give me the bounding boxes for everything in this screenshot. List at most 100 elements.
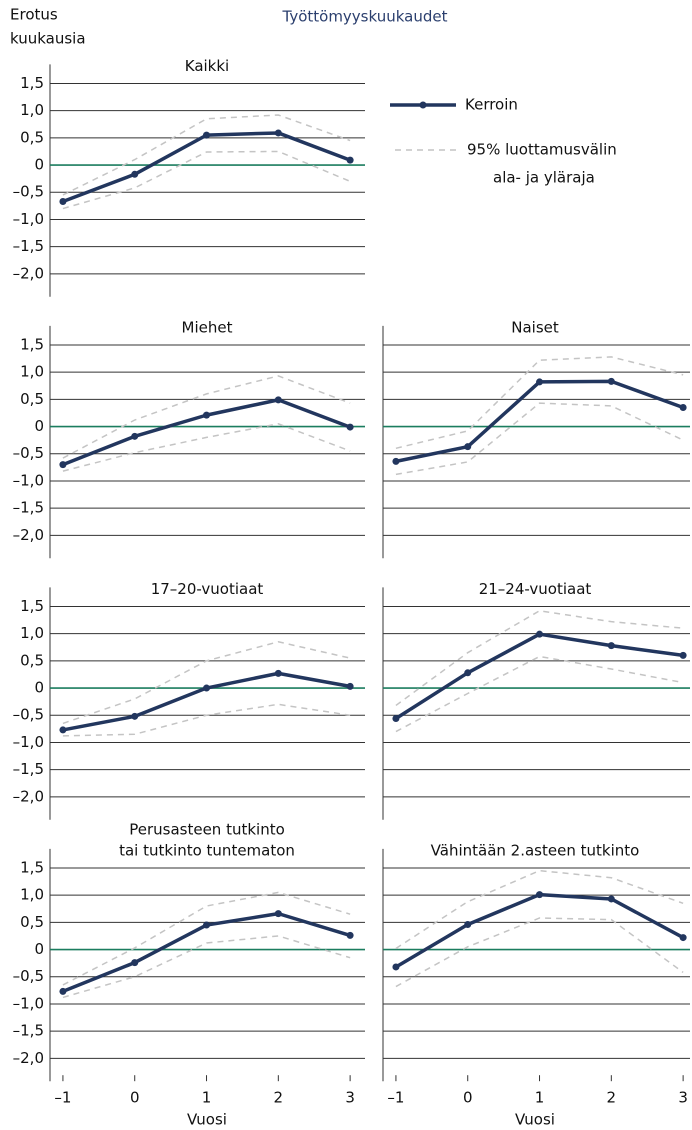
coefficient-point (536, 630, 544, 638)
x-tick-label: –1 (54, 1089, 71, 1107)
coefficient-point (203, 411, 211, 419)
y-tick-label: 1,5 (20, 335, 44, 353)
coefficient-line (395, 379, 684, 464)
ci-upper (62, 114, 351, 196)
coefficient-point (203, 131, 211, 139)
y-tick-label: –2,0 (13, 1049, 44, 1067)
ci-lower (395, 655, 684, 733)
panel-title: 21–24-vuotiaat (479, 580, 592, 598)
coefficient-point (679, 934, 687, 942)
coefficient-point (464, 921, 472, 929)
x-tick-label: 3 (678, 1089, 688, 1107)
coefficient-point (536, 891, 544, 899)
x-tick-label: 0 (463, 1089, 473, 1107)
coefficient-point (203, 684, 211, 692)
y-tick-label: –1,5 (13, 499, 44, 517)
coefficient-point (346, 423, 354, 431)
ci-lower (62, 935, 351, 999)
panel-title: Perusasteen tutkinto (129, 820, 285, 838)
coefficient-point (607, 642, 615, 650)
y-tick-label: 1,0 (20, 624, 44, 642)
y-tick-label: –1,5 (13, 237, 44, 255)
figure-title: Työttömyyskuukaudet (282, 8, 448, 26)
coefficient-point (464, 669, 472, 677)
y-tick-label: 0,5 (20, 913, 44, 931)
ci-upper (395, 610, 684, 707)
ci-lower (395, 917, 684, 988)
y-tick-label: –1,0 (13, 210, 44, 228)
y-tick-label: 0,5 (20, 390, 44, 408)
y-tick-label: 1,5 (20, 858, 44, 876)
ci-upper (395, 869, 684, 950)
y-tick-label: –0,5 (13, 444, 44, 462)
coefficient-point (536, 378, 544, 386)
ci-upper (395, 356, 684, 450)
coefficient-point (274, 669, 282, 677)
coefficient-point (274, 910, 282, 918)
y-tick-label: –2,0 (13, 264, 44, 282)
coefficient-point (59, 987, 67, 995)
coefficient-point (346, 156, 354, 164)
y-tick-label: –1,0 (13, 733, 44, 751)
coefficient-point (59, 726, 67, 734)
ci-lower (62, 423, 351, 472)
legend-label: ala- ja yläraja (493, 169, 595, 187)
x-tick-label: 3 (345, 1089, 355, 1107)
coefficient-point (392, 963, 400, 971)
panel-title: 17–20-vuotiaat (151, 580, 264, 598)
coefficient-point (274, 396, 282, 404)
coefficient-point (679, 404, 687, 411)
y-tick-label: –0,5 (13, 706, 44, 724)
ci-lower (62, 703, 351, 737)
y-tick-label: 0 (34, 940, 44, 958)
y-tick-label: 0 (34, 679, 44, 697)
y-axis-label: kuukausia (10, 30, 86, 48)
coefficient-point (131, 712, 139, 720)
x-tick-label: 2 (274, 1089, 284, 1107)
ci-upper (62, 375, 351, 459)
coefficient-point (59, 197, 67, 205)
panel-title: tai tutkinto tuntematon (119, 841, 295, 859)
coefficient-point (131, 959, 139, 967)
coefficient-point (59, 461, 67, 469)
x-tick-label: 1 (535, 1089, 545, 1107)
coefficient-line (62, 131, 351, 204)
coefficient-point (679, 651, 687, 659)
panel-title: Miehet (182, 318, 233, 336)
x-axis-label: Vuosi (187, 1111, 227, 1129)
y-tick-label: –0,5 (13, 967, 44, 985)
legend-label: Kerroin (465, 96, 518, 114)
coefficient-point (131, 432, 139, 440)
y-tick-label: 1,5 (20, 74, 44, 92)
coefficient-line (395, 892, 684, 969)
y-tick-label: –1,0 (13, 471, 44, 489)
y-tick-label: 0 (34, 156, 44, 174)
coefficient-point (131, 170, 139, 178)
coefficient-point (464, 443, 472, 451)
x-tick-label: 0 (130, 1089, 140, 1107)
coefficient-point (607, 895, 615, 903)
coefficient-point (392, 457, 400, 465)
y-tick-label: 0 (34, 417, 44, 435)
panel-title: Vähintään 2.asteen tutkinto (431, 841, 640, 859)
coefficient-line (62, 398, 351, 467)
coefficient-point (274, 129, 282, 137)
coefficient-point (203, 921, 211, 929)
y-axis-label: Erotus (10, 6, 58, 24)
legend-dot (419, 101, 427, 109)
ci-lower (395, 402, 684, 476)
legend-label: 95% luottamusvälin (467, 141, 617, 159)
y-tick-label: 1,0 (20, 363, 44, 381)
panel-title: Kaikki (185, 57, 229, 75)
coefficient-point (346, 931, 354, 939)
ci-upper (62, 641, 351, 725)
panel-title: Naiset (511, 318, 559, 336)
y-tick-label: 1,0 (20, 886, 44, 904)
x-tick-label: –1 (387, 1089, 404, 1107)
y-tick-label: –1,5 (13, 760, 44, 778)
y-tick-label: 1,5 (20, 597, 44, 615)
y-tick-label: –1,0 (13, 994, 44, 1012)
coefficient-point (346, 682, 354, 690)
y-tick-label: –1,5 (13, 1022, 44, 1040)
coefficient-line (394, 632, 684, 720)
